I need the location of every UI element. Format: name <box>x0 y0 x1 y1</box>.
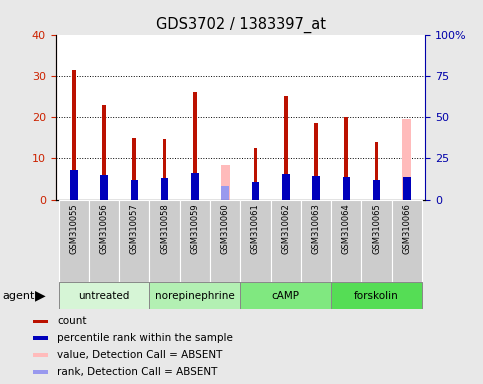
Bar <box>33 370 48 374</box>
Text: GSM310056: GSM310056 <box>99 203 109 254</box>
Bar <box>191 173 199 200</box>
Bar <box>72 70 75 200</box>
Text: GSM310066: GSM310066 <box>402 203 412 254</box>
Bar <box>193 93 197 200</box>
Bar <box>270 200 301 282</box>
Text: GDS3702 / 1383397_at: GDS3702 / 1383397_at <box>156 17 327 33</box>
Bar <box>161 178 169 200</box>
Text: GSM310061: GSM310061 <box>251 203 260 254</box>
Bar <box>402 119 412 200</box>
Bar <box>342 177 350 200</box>
Text: GSM310065: GSM310065 <box>372 203 381 254</box>
Bar <box>89 200 119 282</box>
Bar <box>221 165 230 200</box>
Bar <box>33 319 48 323</box>
Bar <box>132 138 136 200</box>
Bar <box>254 148 257 200</box>
Bar <box>344 117 348 200</box>
Bar <box>373 180 381 200</box>
Text: percentile rank within the sample: percentile rank within the sample <box>57 333 233 343</box>
Bar <box>282 174 289 200</box>
Text: value, Detection Call = ABSENT: value, Detection Call = ABSENT <box>57 350 223 360</box>
Bar <box>100 175 108 200</box>
Text: GSM310055: GSM310055 <box>69 203 78 253</box>
Text: rank, Detection Call = ABSENT: rank, Detection Call = ABSENT <box>57 367 218 377</box>
Bar <box>331 200 361 282</box>
Bar <box>130 180 138 200</box>
Bar <box>314 123 318 200</box>
Bar <box>241 200 270 282</box>
Bar <box>403 177 411 200</box>
Text: agent: agent <box>2 291 35 301</box>
Bar <box>392 200 422 282</box>
Bar <box>252 182 259 200</box>
Bar <box>102 105 106 200</box>
Bar <box>119 200 149 282</box>
Text: cAMP: cAMP <box>272 291 300 301</box>
Text: GSM310057: GSM310057 <box>130 203 139 254</box>
Bar <box>70 170 77 200</box>
Text: ▶: ▶ <box>35 289 45 303</box>
Text: GSM310059: GSM310059 <box>190 203 199 253</box>
Bar <box>33 353 48 357</box>
Bar <box>301 200 331 282</box>
Bar <box>163 139 167 200</box>
Text: GSM310064: GSM310064 <box>342 203 351 254</box>
Bar <box>361 200 392 282</box>
Bar <box>312 176 320 200</box>
Text: GSM310062: GSM310062 <box>281 203 290 254</box>
Bar <box>375 142 378 200</box>
Text: untreated: untreated <box>78 291 130 301</box>
Bar <box>180 200 210 282</box>
Text: GSM310063: GSM310063 <box>312 203 321 254</box>
Bar <box>221 185 229 200</box>
Text: norepinephrine: norepinephrine <box>155 291 235 301</box>
Bar <box>149 200 180 282</box>
Bar <box>33 336 48 340</box>
Text: forskolin: forskolin <box>354 291 399 301</box>
Bar <box>210 200 241 282</box>
Bar <box>241 282 331 309</box>
Text: GSM310058: GSM310058 <box>160 203 169 254</box>
Text: GSM310060: GSM310060 <box>221 203 229 254</box>
Bar <box>331 282 422 309</box>
Bar <box>58 282 149 309</box>
Text: count: count <box>57 316 87 326</box>
Bar <box>149 282 241 309</box>
Bar <box>284 96 287 200</box>
Bar <box>58 200 89 282</box>
